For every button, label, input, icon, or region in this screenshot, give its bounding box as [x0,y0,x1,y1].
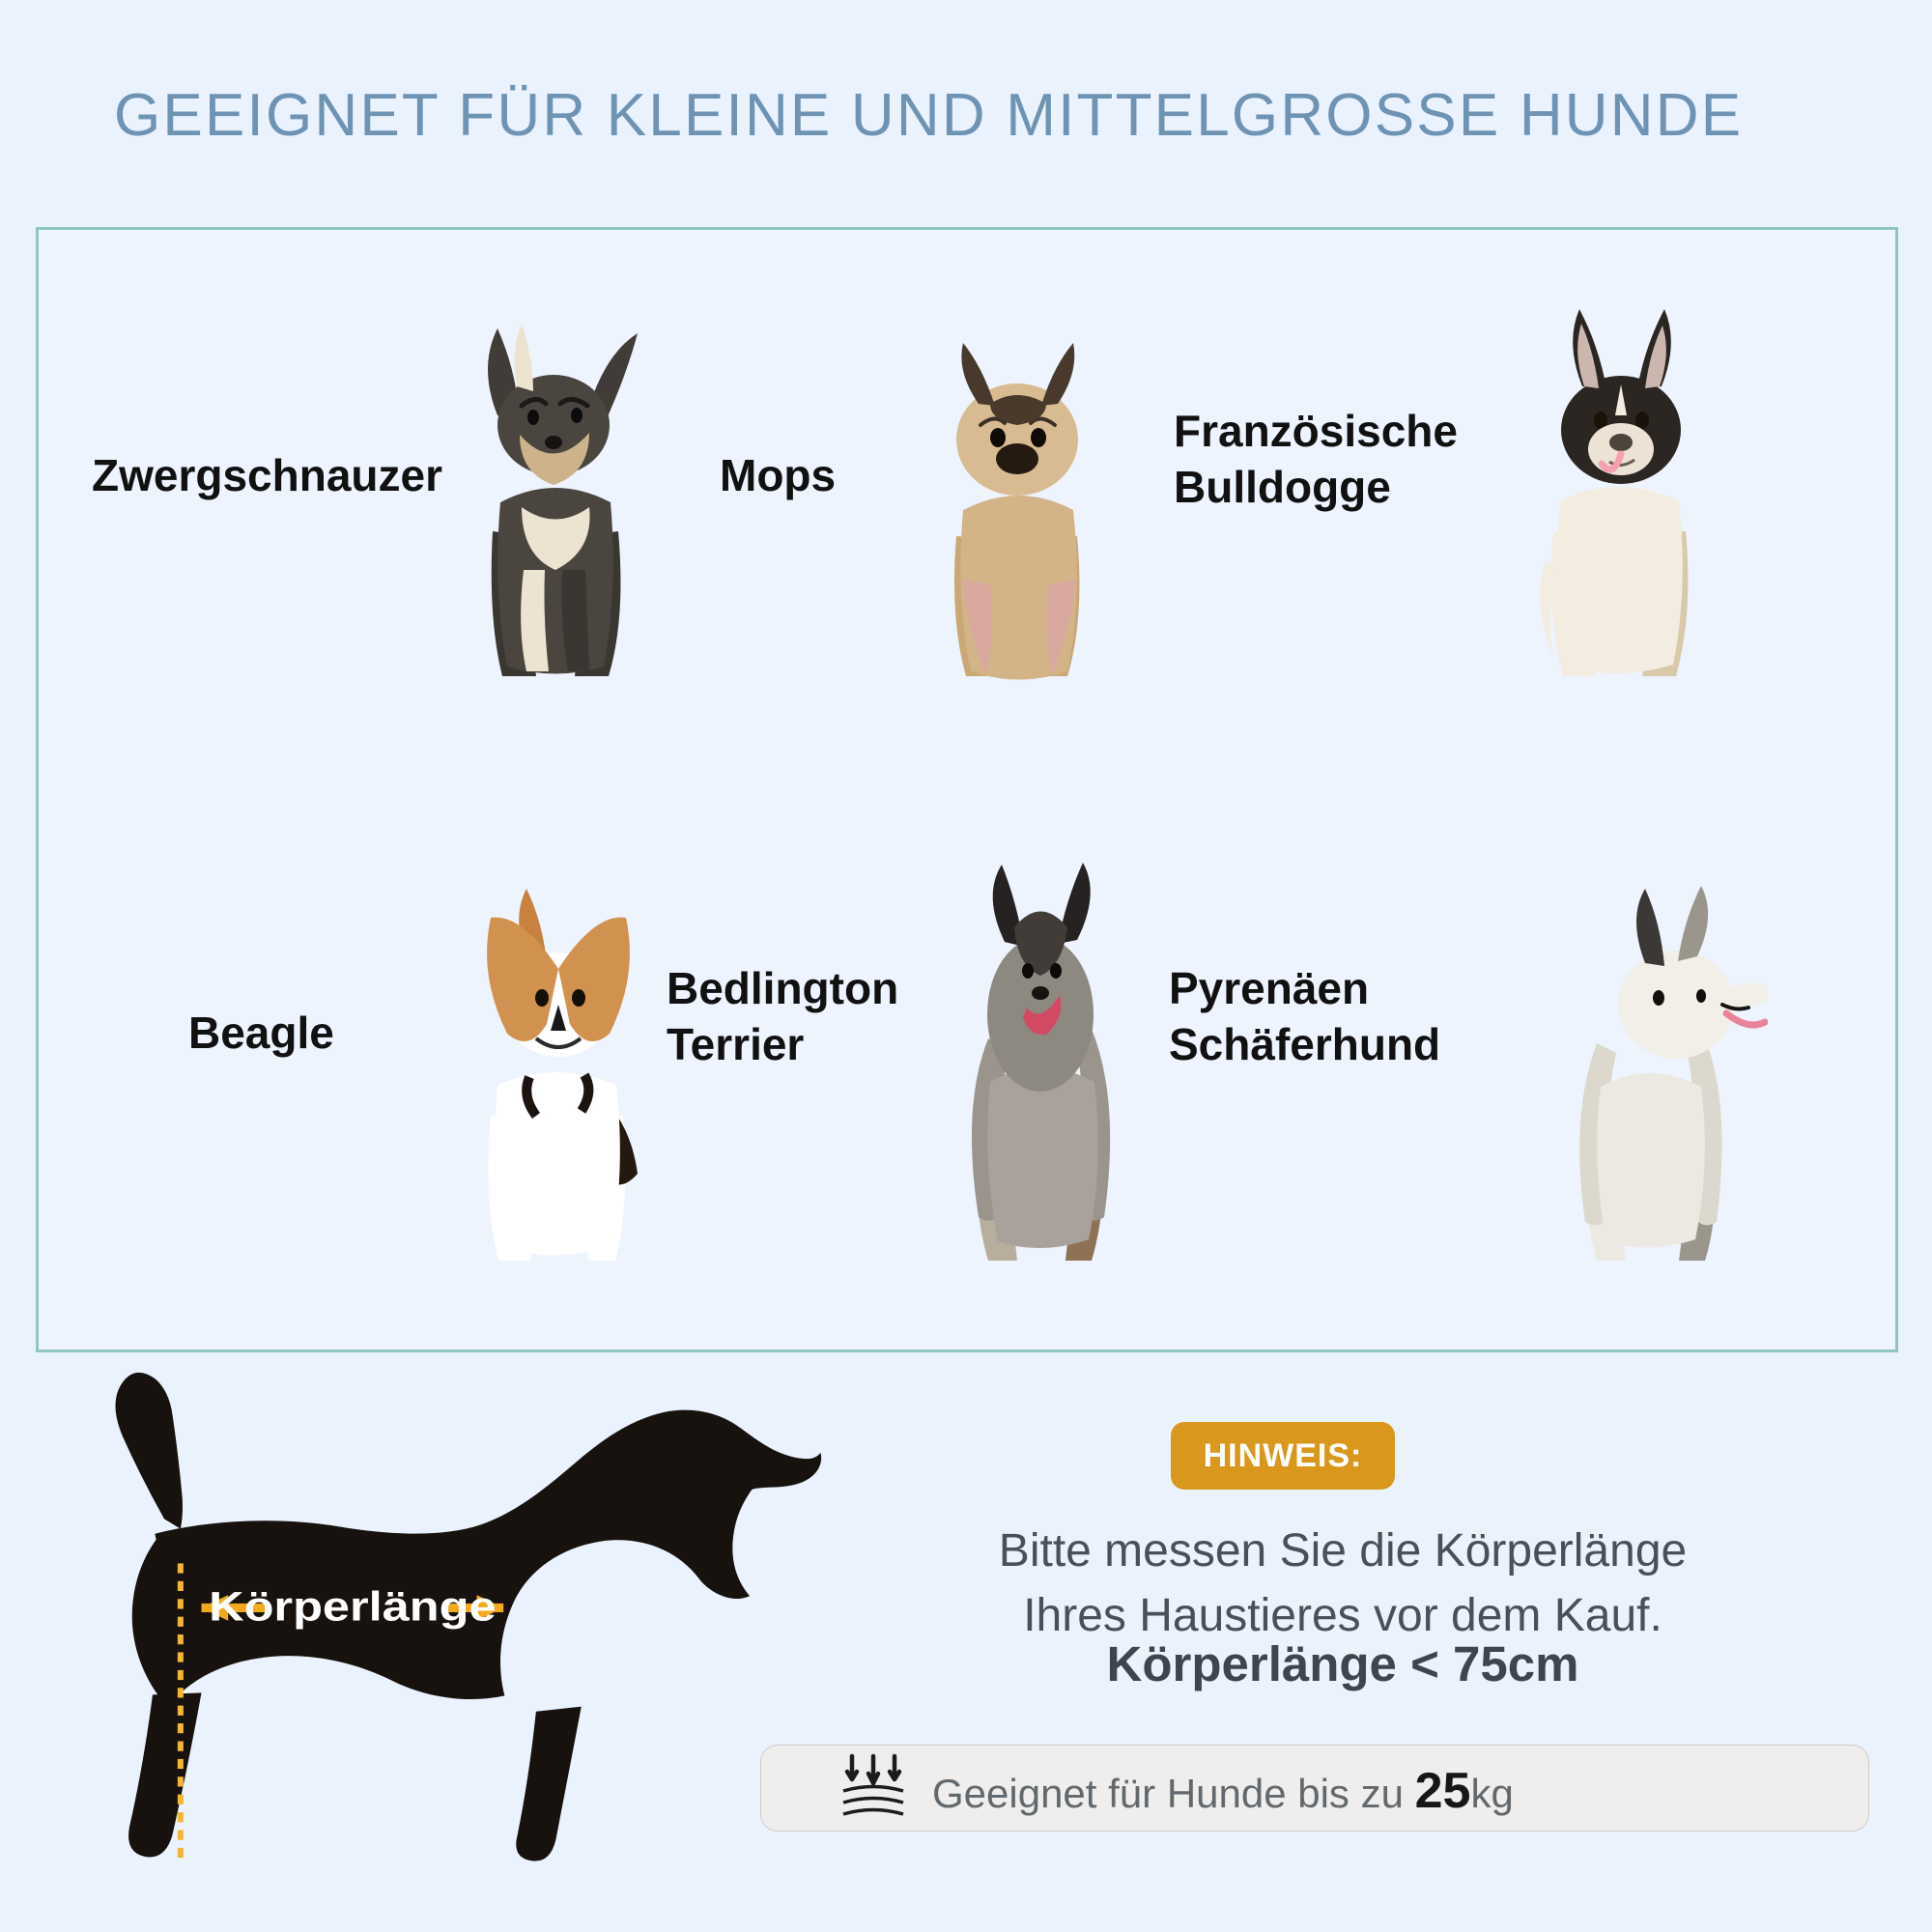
svg-text:Körperlänge: Körperlänge [209,1583,496,1630]
